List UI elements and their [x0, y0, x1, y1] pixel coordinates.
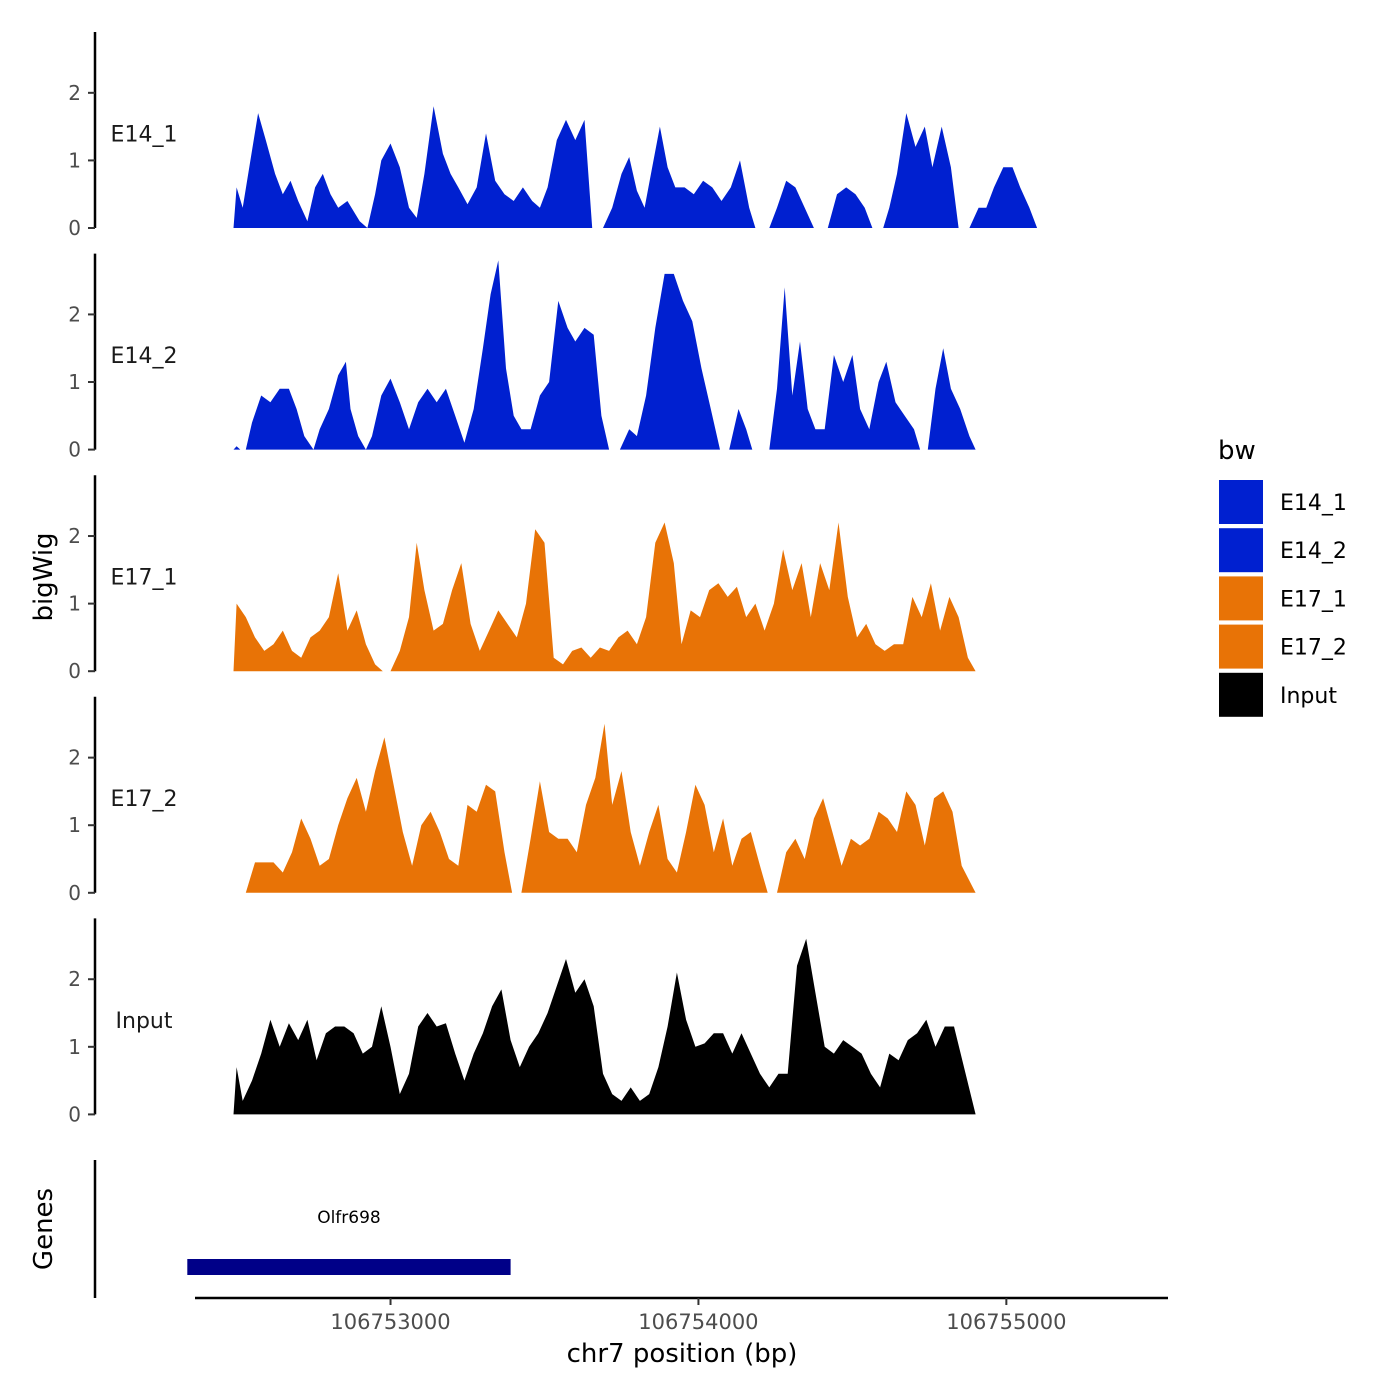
track-label: E17_1: [111, 566, 178, 591]
y-axis-title: bigWig: [29, 532, 59, 621]
gene-label: Olfr698: [317, 1208, 381, 1228]
x-tick-label: 106753000: [330, 1310, 450, 1334]
y-tick-label: 1: [68, 592, 81, 616]
legend-label: Input: [1280, 684, 1337, 709]
y-tick-label: 1: [68, 370, 81, 394]
y-tick-label: 1: [68, 813, 81, 837]
legend-swatch-E14_2: [1219, 528, 1263, 573]
legend: bw E14_1 E14_2 E17_1 E17_2 Input: [1218, 436, 1347, 717]
x-axis-title: chr7 position (bp): [567, 1339, 798, 1369]
y-tick-label: 1: [68, 1035, 81, 1059]
legend-label: E14_1: [1280, 491, 1347, 516]
area-E17_2: [233, 723, 976, 893]
y-tick-label: 1: [68, 148, 81, 172]
area-E17_1: [233, 522, 976, 672]
y-tick-label: 0: [68, 659, 81, 683]
y-tick-label: 2: [68, 746, 81, 770]
track-E17_1: 0 1 2 E17_1: [68, 475, 976, 683]
area-E14_2: [233, 260, 976, 450]
x-axis: 106753000 106754000 106755000: [195, 1296, 1168, 1334]
y-tick-label: 2: [68, 302, 81, 326]
y-tick-label: 2: [68, 967, 81, 991]
x-tick-label: 106755000: [946, 1310, 1066, 1334]
gene-bar: [187, 1259, 511, 1275]
track-E14_1: 0 1 2 E14_1: [68, 32, 1038, 240]
track-label: E14_1: [111, 122, 178, 147]
y-tick-label: 0: [68, 1102, 81, 1126]
area-E14_1: [233, 106, 1038, 228]
tracks-layer: 0 1 2 E14_1 0 1 2 E14_2 0 1 2 E17_1 0 1 2 E17_2 0 1 2 Input: [68, 32, 1038, 1126]
area-Input: [233, 938, 976, 1115]
legend-label: E17_2: [1280, 636, 1347, 661]
y-tick-label: 2: [68, 524, 81, 548]
track-label: E17_2: [111, 787, 178, 812]
legend-swatch-E17_1: [1219, 576, 1263, 621]
track-Input: 0 1 2 Input: [68, 918, 976, 1126]
track-label: E14_2: [111, 344, 178, 369]
legend-label: E14_2: [1280, 539, 1347, 564]
track-label: Input: [116, 1009, 173, 1034]
y-tick-label: 0: [68, 881, 81, 905]
legend-title: bw: [1218, 436, 1256, 466]
legend-swatch-Input: [1219, 672, 1263, 717]
genes-panel: Olfr698: [93, 1160, 511, 1298]
y-tick-label: 2: [68, 81, 81, 105]
track-E14_2: 0 1 2 E14_2: [68, 253, 976, 462]
legend-label: E17_1: [1280, 587, 1347, 612]
track-E17_2: 0 1 2 E17_2: [68, 696, 976, 905]
y-tick-label: 0: [68, 438, 81, 462]
genes-axis-title: Genes: [29, 1188, 59, 1270]
x-tick-label: 106754000: [638, 1310, 758, 1334]
y-tick-label: 0: [68, 216, 81, 240]
legend-swatch-E14_1: [1219, 480, 1263, 524]
legend-swatch-E17_2: [1219, 624, 1263, 669]
